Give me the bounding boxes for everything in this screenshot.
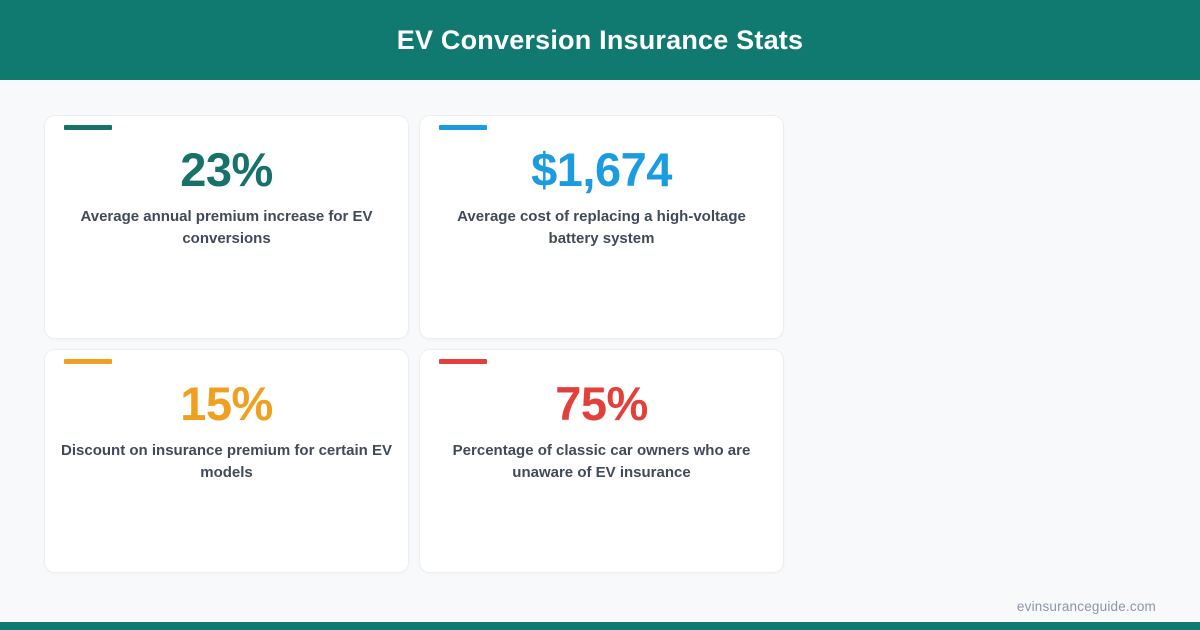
stat-card: 15% Discount on insurance premium for ce… <box>44 349 409 573</box>
stat-value: $1,674 <box>531 143 672 196</box>
stat-label: Percentage of classic car owners who are… <box>452 441 751 481</box>
stat-value: 15% <box>180 377 273 430</box>
stat-label: Discount on insurance premium for certai… <box>61 441 392 481</box>
page-title: EV Conversion Insurance Stats <box>396 24 804 55</box>
accent-bar <box>439 125 487 130</box>
page-header: EV Conversion Insurance Stats <box>0 0 1200 80</box>
accent-bar <box>439 359 487 364</box>
stat-label: Average annual premium increase for EV c… <box>80 207 373 247</box>
stat-card: $1,674 Average cost of replacing a high-… <box>419 115 784 339</box>
accent-bar <box>64 359 112 364</box>
stat-value: 75% <box>555 377 648 430</box>
footer-accent-bar <box>0 622 1200 630</box>
stats-card-grid: 23% Average annual premium increase for … <box>0 80 1200 573</box>
accent-bar <box>64 125 112 130</box>
stat-card: 75% Percentage of classic car owners who… <box>419 349 784 573</box>
stat-value: 23% <box>180 143 273 196</box>
stat-label: Average cost of replacing a high-voltage… <box>457 207 746 247</box>
stat-card: 23% Average annual premium increase for … <box>44 115 409 339</box>
footer-attribution: evinsuranceguide.com <box>1016 599 1156 614</box>
